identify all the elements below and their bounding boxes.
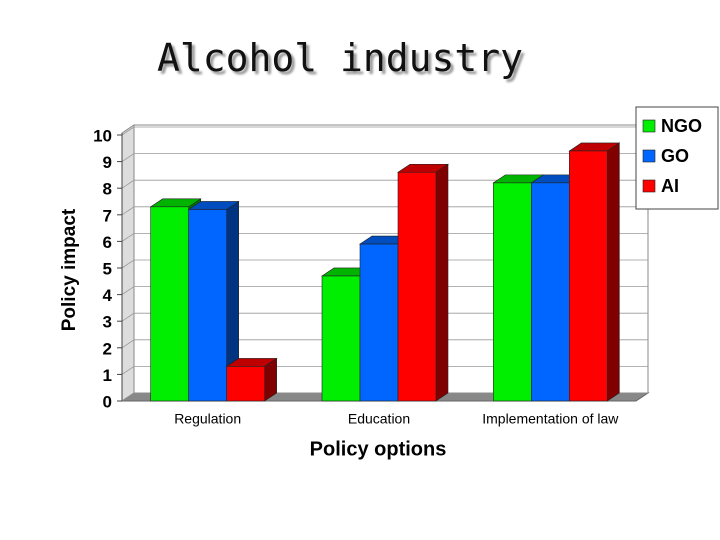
x-tick-label: Regulation	[174, 411, 241, 427]
grid-line	[121, 286, 648, 295]
grid-line	[121, 153, 648, 162]
legend: NGO GO AI	[635, 106, 719, 210]
grid-line	[121, 179, 648, 189]
y-tick-label: 7	[103, 206, 112, 225]
legend-label: GO	[661, 146, 689, 166]
y-tick-label: 2	[103, 339, 112, 358]
grid-line	[121, 206, 648, 216]
y-tick-label: 4	[103, 286, 113, 305]
bar-front	[493, 182, 532, 402]
bar-side	[607, 142, 620, 402]
grid-line	[121, 312, 648, 322]
bar	[225, 357, 278, 402]
y-tick-label: 6	[103, 233, 112, 252]
bar-side	[435, 163, 449, 402]
bar-front	[226, 366, 265, 402]
side-wall	[121, 124, 135, 402]
chart-title: Alcohol industry	[156, 36, 524, 80]
legend-swatch	[642, 119, 656, 133]
bar-front	[188, 209, 227, 402]
y-tick-label: 3	[103, 313, 112, 332]
y-axis-label: Policy impact	[59, 208, 80, 331]
y-tick-label: 0	[103, 392, 112, 411]
bar-front	[569, 150, 608, 402]
legend-label: AI	[661, 176, 679, 196]
bar-front	[531, 182, 570, 402]
x-axis-label: Policy options	[310, 438, 447, 460]
grid-line	[121, 339, 648, 349]
grid-line	[121, 232, 648, 242]
bar-front	[150, 206, 189, 402]
bar	[187, 200, 240, 402]
y-tick-label: 5	[103, 259, 112, 278]
grid-line	[121, 259, 648, 269]
bar	[397, 163, 449, 402]
y-tick-label: 10	[93, 126, 112, 145]
grid-line	[121, 126, 648, 136]
bar-front	[359, 243, 399, 402]
y-tick-label: 8	[103, 180, 112, 199]
grid-line	[121, 392, 648, 402]
x-tick-label: Education	[348, 411, 410, 427]
bar	[568, 142, 621, 402]
legend-swatch	[642, 149, 656, 163]
grid-line	[121, 365, 648, 375]
bar-front	[321, 275, 361, 402]
legend-label: NGO	[661, 116, 702, 136]
bar-front	[397, 171, 437, 402]
y-tick-label: 1	[103, 366, 112, 385]
x-tick-label: Implementation of law	[482, 411, 619, 427]
y-tick-label: 9	[103, 153, 112, 172]
legend-swatch	[642, 179, 656, 193]
